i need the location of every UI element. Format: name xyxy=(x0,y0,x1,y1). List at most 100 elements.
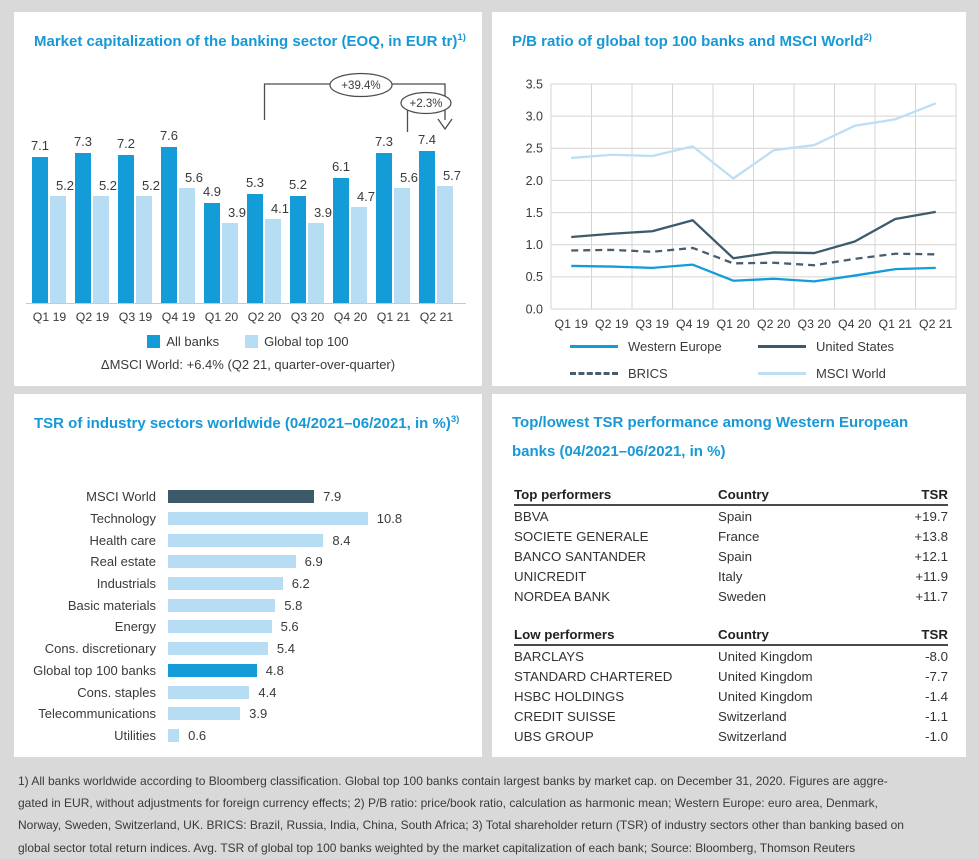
table-header-row: Low performers Country TSR xyxy=(514,624,948,646)
bar-value-all-banks: 7.3 xyxy=(73,134,93,150)
western-europe-swatch xyxy=(570,344,618,348)
bar-value-all-banks: 4.9 xyxy=(202,183,222,199)
sector-row: Telecommunications 3.9 xyxy=(18,703,478,725)
legend-item-united-states: United States xyxy=(758,338,958,354)
tsr-value: -1.0 xyxy=(925,728,948,744)
bar-all-banks xyxy=(290,196,306,303)
sector-value: 4.4 xyxy=(258,684,277,700)
tsr-value: +11.7 xyxy=(915,588,948,604)
bar-value-all-banks: 5.2 xyxy=(288,177,308,193)
bar-all-banks xyxy=(32,157,48,303)
sector-row: Energy 5.6 xyxy=(18,616,478,638)
tsr-banks-title-line2: banks (04/2021–06/2021, in %) xyxy=(512,443,726,460)
table-row: UNICREDIT Italy +11.9 xyxy=(514,566,948,586)
sector-bar xyxy=(168,555,296,569)
x-axis-label: Q3 19 xyxy=(118,310,153,324)
tsr-sectors-title-text: TSR of industry sectors worldwide (04/20… xyxy=(34,415,451,432)
low-performers-table: Low performers Country TSR BARCLAYS United K… xyxy=(514,624,948,746)
annotation-yoy-label: +39.4% xyxy=(341,80,380,92)
tsr-banks-title-line1: Top/lowest TSR performance among Western… xyxy=(512,414,909,431)
sector-row: MSCI World 7.9 xyxy=(18,486,478,508)
x-axis-label: Q2 21 xyxy=(419,310,454,324)
bar-value-all-banks: 7.6 xyxy=(159,128,179,144)
table-row: BANCO SANTANDER Spain +12.1 xyxy=(514,546,948,566)
bank-name: BARCLAYS xyxy=(514,648,584,664)
global-top-100-label: Global top 100 xyxy=(264,334,349,349)
top-performers-table: Top performers Country TSR BBVA Spain +19.7 SO… xyxy=(514,484,948,606)
panel-pb-ratio: P/B ratio of global top 100 banks and MS… xyxy=(492,12,966,386)
country: France xyxy=(717,528,760,544)
x-axis-label: Q1 20 xyxy=(204,310,239,324)
global-top-100-swatch xyxy=(245,335,259,348)
sector-label: MSCI World xyxy=(86,489,156,505)
bar-all-banks xyxy=(161,147,177,303)
x-axis-tick-label: Q2 20 xyxy=(757,317,791,331)
x-axis-tick-label: Q1 21 xyxy=(879,317,913,331)
table-row: UBS GROUP Switzerland -1.0 xyxy=(514,726,948,746)
y-axis-tick-label: 2.5 xyxy=(526,142,543,156)
bar-global-top-100 xyxy=(179,188,195,303)
y-axis-tick-label: 3.0 xyxy=(526,110,543,124)
bar-value-all-banks: 7.2 xyxy=(116,136,136,152)
tsr-sectors-title: TSR of industry sectors worldwide (04/20… xyxy=(34,414,459,432)
bar-global-top-100 xyxy=(437,186,453,303)
legend-item-western-europe: Western Europe xyxy=(570,338,758,354)
column-header: TSR xyxy=(921,486,948,502)
msci-world-swatch xyxy=(758,371,806,375)
y-axis-tick-label: 1.0 xyxy=(526,238,543,252)
sector-value: 10.8 xyxy=(376,511,403,527)
x-axis-tick-label: Q2 21 xyxy=(919,317,953,331)
legend-item-msci-world: MSCI World xyxy=(758,365,958,381)
footnote: 1) All banks worldwide according to Bloo… xyxy=(18,770,968,859)
x-axis-label: Q2 19 xyxy=(75,310,110,324)
bar-value-global-top-100: 5.2 xyxy=(55,178,75,194)
sector-label: Basic materials xyxy=(67,597,156,613)
sector-value: 7.9 xyxy=(323,489,342,505)
y-axis-tick-label: 2.0 xyxy=(526,174,543,188)
country: Sweden xyxy=(717,588,767,604)
bar-global-top-100 xyxy=(351,206,367,303)
sector-label: Global top 100 banks xyxy=(33,662,156,678)
table-row: BARCLAYS United Kingdom -8.0 xyxy=(514,646,948,666)
annotation-qoq-label: +2.3% xyxy=(410,98,443,110)
bar-global-top-100 xyxy=(394,188,410,303)
united-states-label: United States xyxy=(816,338,895,354)
column-header: TSR xyxy=(921,626,948,642)
market-cap-legend: All banks Global top 100 xyxy=(14,334,482,349)
country: Spain xyxy=(717,508,752,524)
bar-value-all-banks: 7.4 xyxy=(417,132,437,148)
bar-global-top-100 xyxy=(265,218,281,303)
table-header-row: Top performers Country TSR xyxy=(514,484,948,506)
x-axis-label: Q3 20 xyxy=(290,310,325,324)
bar-value-global-top-100: 5.7 xyxy=(442,168,462,184)
sector-row: Cons. staples 4.4 xyxy=(18,681,478,703)
bank-name: BANCO SANTANDER xyxy=(514,548,647,564)
united-states-swatch xyxy=(758,344,806,348)
x-axis-line xyxy=(26,303,466,304)
sector-value: 6.9 xyxy=(304,554,323,570)
msci-world-note: ΔMSCI World: +6.4% (Q2 21, quarter-over-… xyxy=(100,357,396,372)
x-axis-label: Q2 20 xyxy=(247,310,282,324)
bar-all-banks xyxy=(75,153,91,303)
country: United Kingdom xyxy=(717,688,813,704)
sector-label: Cons. staples xyxy=(77,684,156,700)
brics-label: BRICS xyxy=(628,365,668,381)
sector-row: Industrials 6.2 xyxy=(18,573,478,595)
x-axis-tick-label: Q2 19 xyxy=(595,317,629,331)
country: United Kingdom xyxy=(717,648,813,664)
brics-swatch xyxy=(570,371,618,375)
sector-bar xyxy=(168,663,257,677)
table-row: CREDIT SUISSE Switzerland -1.1 xyxy=(514,706,948,726)
sector-value: 5.8 xyxy=(284,597,303,613)
footnote-line-4: global sector total return indices. Avg.… xyxy=(18,840,856,855)
bank-name: NORDEA BANK xyxy=(514,588,611,604)
panel-market-cap: Market capitalization of the banking sec… xyxy=(14,12,482,386)
all-banks-swatch xyxy=(147,335,161,348)
country: United Kingdom xyxy=(717,668,813,684)
bar-value-global-top-100: 5.2 xyxy=(141,178,161,194)
country: Spain xyxy=(717,548,752,564)
y-axis-tick-label: 1.5 xyxy=(526,206,543,220)
tsr-banks-title: Top/lowest TSR performance among Western… xyxy=(512,408,908,466)
bank-name: CREDIT SUISSE xyxy=(514,708,616,724)
